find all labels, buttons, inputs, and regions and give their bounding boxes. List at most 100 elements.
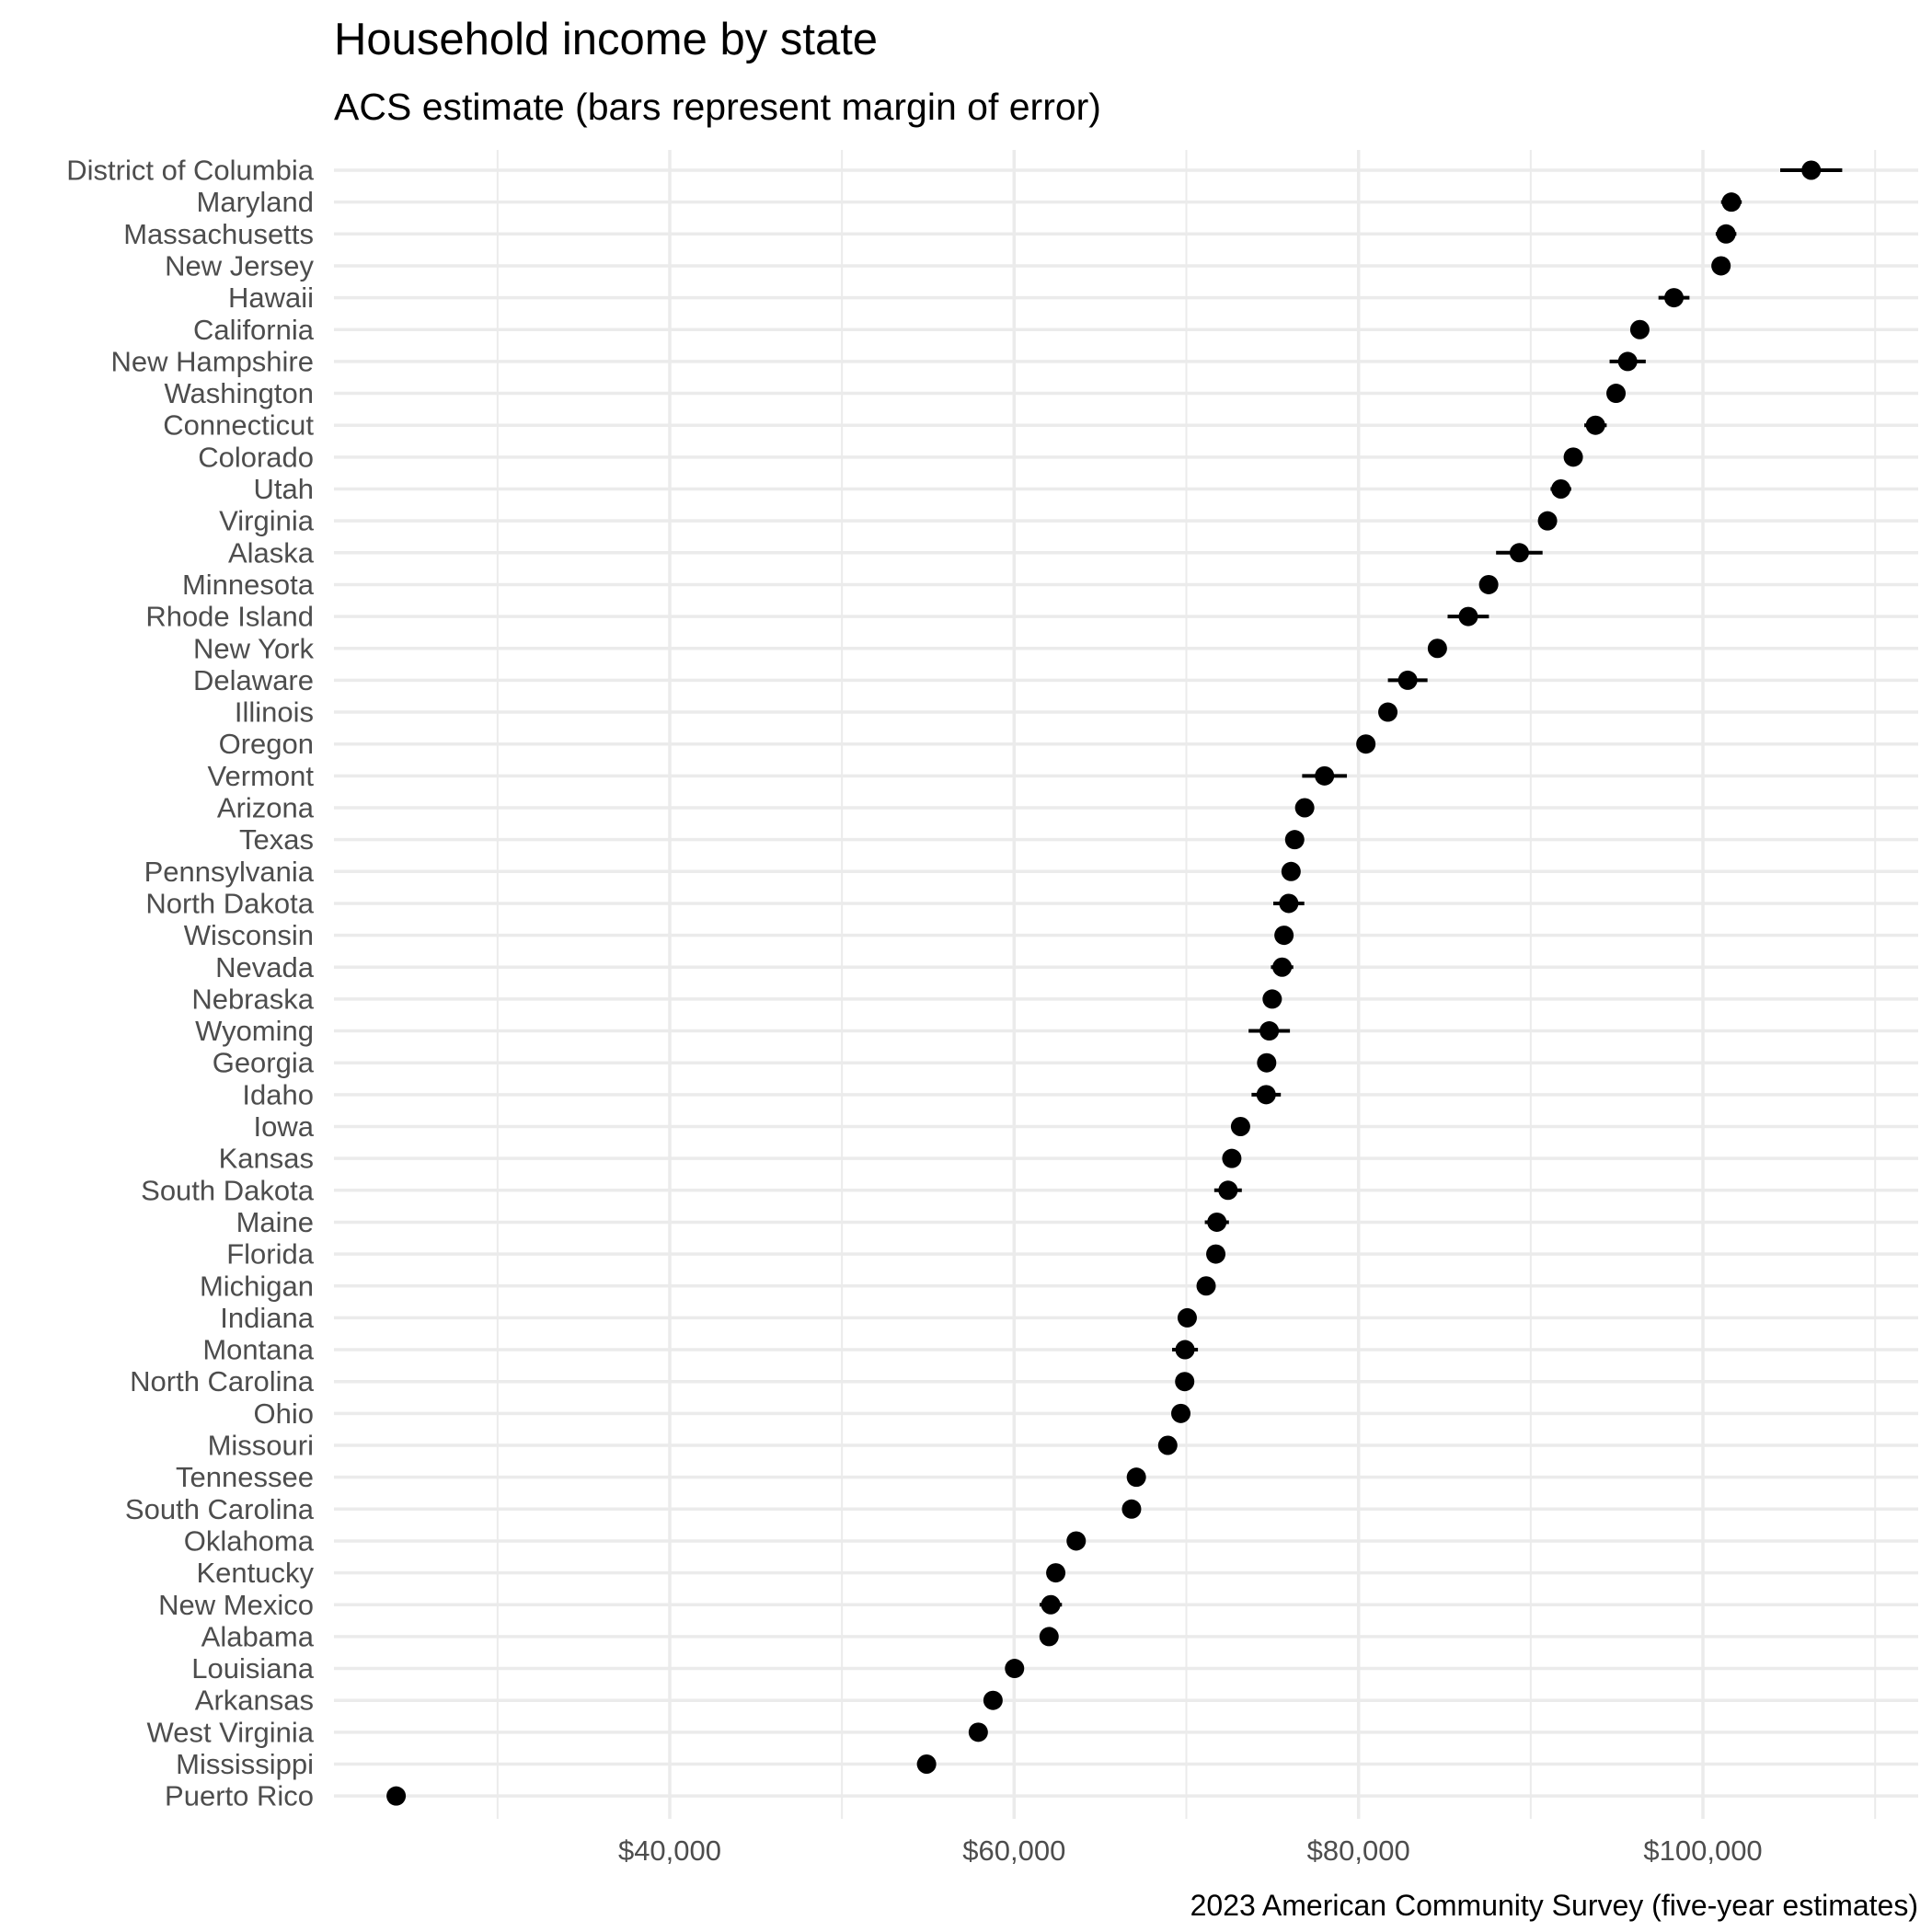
- data-point: [1563, 447, 1583, 467]
- y-tick-label: West Virginia: [147, 1716, 315, 1748]
- data-point: [1207, 1212, 1227, 1232]
- y-tick-label: New Mexico: [158, 1589, 314, 1621]
- data-point: [386, 1786, 407, 1806]
- y-tick-label: Wisconsin: [184, 919, 314, 951]
- y-tick-label: New Hampshire: [110, 345, 314, 377]
- data-point: [1315, 765, 1335, 786]
- y-tick-label: Minnesota: [182, 569, 315, 601]
- data-point: [1721, 192, 1742, 213]
- y-tick-label: Iowa: [254, 1110, 315, 1143]
- data-point: [1256, 1085, 1276, 1105]
- data-point: [1196, 1276, 1216, 1296]
- data-point: [1279, 893, 1299, 914]
- y-tick-label: Oklahoma: [184, 1524, 315, 1557]
- y-tick-label: Michigan: [200, 1270, 314, 1302]
- y-tick-label: North Carolina: [130, 1365, 315, 1397]
- y-tick-label: District of Columbia: [66, 155, 314, 187]
- y-tick-label: Massachusetts: [123, 218, 314, 250]
- errorbar-layer: [389, 168, 1843, 1799]
- y-tick-label: Ohio: [254, 1397, 314, 1430]
- data-point: [1397, 670, 1418, 690]
- x-tick-label: $40,000: [618, 1834, 721, 1867]
- data-point: [1664, 288, 1685, 308]
- data-point: [1294, 798, 1315, 818]
- data-point: [1537, 511, 1558, 531]
- data-point: [1257, 1052, 1277, 1073]
- data-point: [1378, 702, 1398, 722]
- y-tick-label: Colorado: [198, 441, 314, 473]
- data-point: [1478, 574, 1499, 594]
- data-point: [1175, 1340, 1195, 1360]
- y-tick-label: Wyoming: [195, 1015, 314, 1047]
- y-tick-label: Maryland: [197, 186, 315, 218]
- data-point: [1222, 1148, 1242, 1168]
- data-point: [1284, 830, 1305, 850]
- data-point: [1157, 1435, 1178, 1455]
- data-point: [1005, 1659, 1025, 1679]
- point-layer: [386, 160, 1822, 1806]
- chart-subtitle: ACS estimate (bars represent margin of e…: [334, 86, 1101, 128]
- data-point: [1716, 224, 1736, 244]
- y-tick-label: Mississippi: [176, 1748, 314, 1780]
- data-point: [1262, 989, 1282, 1009]
- y-tick-label: South Dakota: [141, 1174, 315, 1206]
- data-point: [1629, 319, 1650, 339]
- data-point: [1041, 1594, 1061, 1615]
- data-point: [1585, 415, 1605, 435]
- y-tick-label: Oregon: [219, 728, 314, 760]
- data-point: [1551, 479, 1571, 499]
- chart-caption: 2023 American Community Survey (five-yea…: [1190, 1889, 1918, 1922]
- data-point: [1711, 256, 1731, 276]
- data-point: [1206, 1244, 1226, 1264]
- data-point: [1427, 638, 1447, 659]
- x-tick-label: $80,000: [1307, 1834, 1410, 1867]
- y-tick-label: Puerto Rico: [165, 1780, 314, 1812]
- y-tick-label: Tennessee: [176, 1461, 314, 1493]
- y-tick-label: Kansas: [219, 1143, 314, 1175]
- y-tick-label: Washington: [164, 377, 314, 409]
- chart-title: Household income by state: [334, 15, 878, 64]
- y-tick-label: Arkansas: [195, 1685, 314, 1717]
- data-point: [983, 1690, 1003, 1710]
- data-point: [1801, 160, 1822, 180]
- data-point: [1175, 1372, 1195, 1392]
- data-point: [1126, 1467, 1146, 1488]
- data-point: [1259, 1021, 1280, 1041]
- y-tick-label: Nevada: [215, 951, 315, 983]
- y-tick-label: Virginia: [219, 505, 315, 537]
- grid-layer: [334, 150, 1918, 1819]
- data-point: [916, 1754, 937, 1774]
- y-tick-label: Pennsylvania: [144, 856, 315, 888]
- y-tick-label: Florida: [226, 1238, 315, 1271]
- data-point: [1356, 734, 1376, 754]
- y-tick-label: Rhode Island: [145, 601, 314, 633]
- y-tick-label: Georgia: [213, 1047, 315, 1079]
- y-tick-label: Maine: [236, 1206, 314, 1238]
- y-tick-label: Nebraska: [191, 983, 314, 1015]
- data-point: [1230, 1117, 1250, 1136]
- data-point: [1121, 1499, 1142, 1519]
- y-tick-label: California: [193, 314, 315, 346]
- data-point: [1218, 1180, 1238, 1201]
- y-tick-label: Arizona: [217, 792, 315, 824]
- y-tick-label: South Carolina: [125, 1493, 315, 1525]
- y-tick-label: Idaho: [242, 1078, 314, 1110]
- data-point: [1171, 1403, 1191, 1423]
- data-point: [1039, 1627, 1059, 1647]
- y-tick-label: Vermont: [208, 760, 315, 792]
- data-point: [1177, 1307, 1197, 1328]
- y-tick-label: Alabama: [201, 1620, 315, 1652]
- y-tick-label: North Dakota: [145, 887, 314, 919]
- y-tick-label: Connecticut: [163, 409, 314, 442]
- y-tick-label: Delaware: [193, 664, 314, 696]
- y-tick-label: Texas: [239, 823, 314, 856]
- data-point: [1046, 1563, 1066, 1583]
- x-tick-labels: $40,000 $60,000 $80,000 $100,000: [618, 1834, 1763, 1867]
- data-point: [1272, 957, 1293, 977]
- data-point: [968, 1722, 988, 1742]
- y-tick-label: Utah: [254, 473, 314, 505]
- x-tick-label: $100,000: [1643, 1834, 1762, 1867]
- data-point: [1606, 384, 1627, 404]
- y-tick-label: Illinois: [235, 696, 314, 729]
